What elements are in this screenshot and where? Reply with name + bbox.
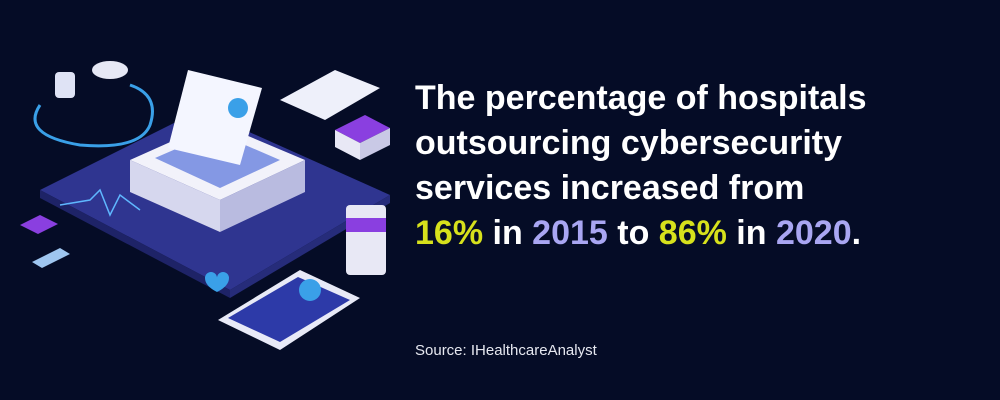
headline-line: 16% in 2015 to 86% in 2020. bbox=[415, 211, 867, 256]
illustration bbox=[20, 61, 390, 350]
highlight: 2020 bbox=[775, 214, 852, 252]
small-cube bbox=[20, 215, 58, 234]
headline: The percentage of hospitals outsourcing c… bbox=[415, 76, 867, 256]
headline-text: in bbox=[726, 214, 776, 252]
headline-text: outsourcing cybersecurity bbox=[415, 124, 843, 162]
headline-text: services increased from bbox=[415, 169, 805, 207]
highlight: 2015 bbox=[532, 214, 608, 252]
highlight: 86% bbox=[658, 214, 727, 252]
headline-line: outsourcing cybersecurity bbox=[415, 121, 867, 166]
stethoscope bbox=[33, 83, 154, 148]
headline-line: The percentage of hospitals bbox=[415, 76, 867, 121]
headline-text: in bbox=[483, 214, 533, 252]
pill-strip bbox=[32, 248, 70, 268]
medical-icon bbox=[228, 98, 248, 118]
bottle bbox=[346, 205, 386, 275]
box-side bbox=[130, 160, 220, 232]
highlight: 16% bbox=[415, 214, 484, 252]
cube-side bbox=[335, 130, 360, 160]
document bbox=[168, 70, 262, 165]
tablet bbox=[280, 70, 380, 120]
headline-text: . bbox=[851, 214, 862, 252]
cube bbox=[335, 115, 390, 143]
headline-line: services increased from bbox=[415, 166, 867, 211]
box-side bbox=[220, 160, 305, 232]
platform-edge bbox=[40, 190, 230, 298]
source: Source: IHealthcareAnalyst bbox=[415, 342, 597, 359]
bottle-label bbox=[346, 218, 386, 232]
pill-bottle bbox=[55, 72, 75, 98]
headline-text: The percentage of hospitals bbox=[415, 79, 867, 117]
medical-icon bbox=[299, 279, 321, 301]
headline-text: to bbox=[607, 214, 659, 252]
cube-side bbox=[360, 128, 390, 160]
pill bbox=[92, 61, 128, 79]
pulse-line bbox=[59, 188, 141, 217]
heart bbox=[205, 272, 229, 292]
